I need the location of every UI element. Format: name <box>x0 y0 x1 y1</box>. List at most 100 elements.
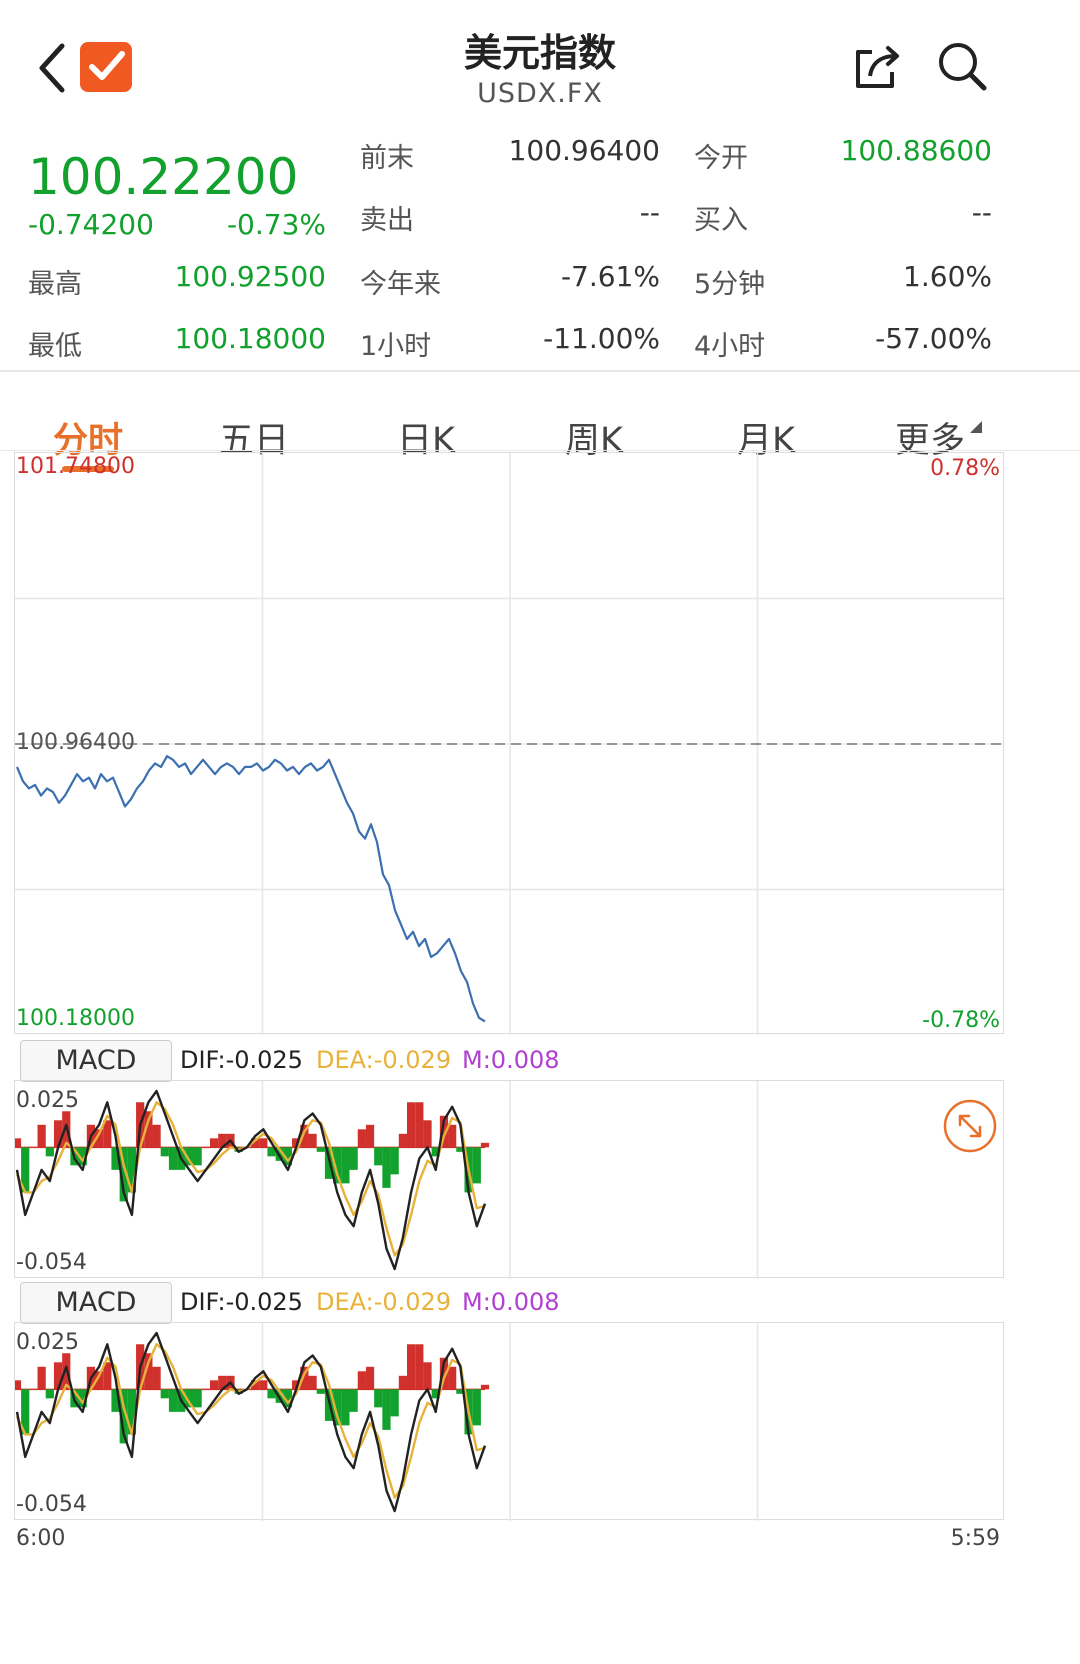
macd-bar-up <box>448 1366 457 1390</box>
macd-bar-down <box>349 1147 358 1170</box>
x-end-label: 5:59 <box>950 1526 1000 1551</box>
macd-bar-down <box>341 1147 350 1184</box>
macd-bar-down <box>333 1389 342 1426</box>
macd-bar-down <box>341 1389 350 1426</box>
macd-indicator-button[interactable]: MACD <box>20 1282 172 1324</box>
macd-bar-down <box>185 1147 194 1166</box>
share-button[interactable] <box>852 44 902 92</box>
macd-dea: DEA:-0.029 <box>316 1046 452 1074</box>
pct-min-label: -0.78% <box>922 1008 1000 1033</box>
macd-bar-down <box>333 1147 342 1184</box>
ytd-label: 今年来 <box>360 269 441 300</box>
ytd-value: -7.61% <box>560 260 660 293</box>
macd-bar-up <box>357 1371 366 1390</box>
macd-dif: DIF:-0.025 <box>180 1046 303 1074</box>
macd-y-min: -0.054 <box>16 1492 87 1517</box>
price-chart[interactable] <box>14 452 1005 1035</box>
macd-bar-up <box>292 1380 301 1390</box>
macd-bar-down <box>111 1147 120 1170</box>
macd-bar-up <box>415 1344 424 1390</box>
macd-bar-up <box>251 1380 260 1390</box>
tab-monthly-k[interactable]: 月K <box>737 421 795 461</box>
high-value: 100.92500 <box>174 260 326 293</box>
page-title: 美元指数 <box>463 31 616 75</box>
macd-bar-down <box>283 1147 293 1166</box>
macd-bar-down <box>21 1389 30 1435</box>
macd-bar-up <box>53 1120 63 1148</box>
macd-bar-up <box>209 1380 219 1390</box>
macd-chart[interactable] <box>12 1080 1004 1279</box>
x-start-label: 6:00 <box>16 1526 66 1551</box>
buy-label: 买入 <box>694 205 748 236</box>
h1-label: 1小时 <box>360 331 432 362</box>
macd-bar-up <box>218 1375 227 1390</box>
open-value: 100.88600 <box>840 134 992 167</box>
macd-bar-down <box>267 1147 276 1157</box>
macd-bar-down <box>185 1389 194 1408</box>
current-price: 100.22200 <box>28 148 299 206</box>
back-button[interactable] <box>34 40 74 96</box>
tab-more[interactable]: 更多 <box>894 421 965 461</box>
price-line <box>15 755 486 1023</box>
macd-bar-up <box>407 1102 416 1148</box>
m5-label: 5分钟 <box>694 269 766 300</box>
share-icon <box>856 46 899 88</box>
h4-label: 4小时 <box>694 331 766 362</box>
macd-bar-up <box>415 1102 424 1148</box>
macd-chart-svg <box>12 1081 759 1279</box>
m5-value: 1.60% <box>903 260 992 293</box>
macd-bar-up <box>439 1357 449 1390</box>
macd-bar-down <box>472 1147 481 1184</box>
macd-bar-up <box>259 1380 268 1390</box>
low-value: 100.18000 <box>174 322 326 355</box>
macd-indicator-button[interactable]: MACD <box>20 1040 172 1082</box>
tab-five-day[interactable]: 五日 <box>218 421 289 461</box>
prev-close-label: 前末 <box>360 143 414 174</box>
price-change: -0.74200 <box>28 208 154 241</box>
macd-bar-down <box>160 1389 169 1399</box>
macd-bar-down <box>193 1389 202 1408</box>
macd-bar-down <box>431 1389 440 1399</box>
prev-close-value: 100.96400 <box>508 134 660 167</box>
high-label: 最高 <box>28 269 82 300</box>
tab-daily-k[interactable]: 日K <box>397 421 455 461</box>
expand-button[interactable] <box>942 1098 998 1154</box>
y-ref-label: 100.96400 <box>16 730 135 755</box>
search-button[interactable] <box>936 40 988 92</box>
macd-bar-down <box>390 1389 399 1417</box>
macd-bar-down <box>390 1147 399 1175</box>
sell-value: -- <box>639 196 660 229</box>
macd-bar-down <box>160 1147 169 1157</box>
h4-value: -57.00% <box>875 322 992 355</box>
macd-bar-down <box>127 1389 137 1435</box>
macd-bar-down <box>456 1147 465 1152</box>
macd-bar-up <box>480 1142 490 1148</box>
low-label: 最低 <box>28 331 82 362</box>
macd-y-max: 0.025 <box>16 1330 79 1355</box>
macd-bar-down <box>267 1389 276 1399</box>
macd-bar-down <box>127 1147 137 1193</box>
macd-bar-down <box>21 1147 30 1193</box>
macd-bar-up <box>300 1366 309 1390</box>
y-max-label: 101.74800 <box>16 454 135 479</box>
macd-bar-up <box>292 1138 301 1148</box>
macd-bar-up <box>53 1362 63 1390</box>
symbol-subtitle: USDX.FX <box>477 78 603 109</box>
h1-value: -11.00% <box>543 322 660 355</box>
macd-bar-up <box>480 1384 490 1390</box>
macd-bar-up <box>448 1124 457 1148</box>
macd-bar-up <box>12 1138 22 1148</box>
macd-chart-svg <box>12 1323 759 1521</box>
search-icon <box>939 43 987 91</box>
macd-bar-down <box>45 1147 54 1157</box>
checkmark-logo-icon <box>80 42 132 92</box>
macd-chart[interactable] <box>12 1322 1004 1521</box>
macd-bar-down <box>168 1147 178 1170</box>
macd-bar-up <box>300 1124 309 1148</box>
macd-bar-down <box>349 1389 358 1412</box>
tab-weekly-k[interactable]: 周K <box>565 421 623 461</box>
tab-intraday[interactable]: 分时 <box>52 421 123 461</box>
macd-bar-up <box>95 1129 104 1148</box>
y-min-label: 100.18000 <box>16 1006 135 1031</box>
macd-bar-up <box>12 1380 22 1390</box>
